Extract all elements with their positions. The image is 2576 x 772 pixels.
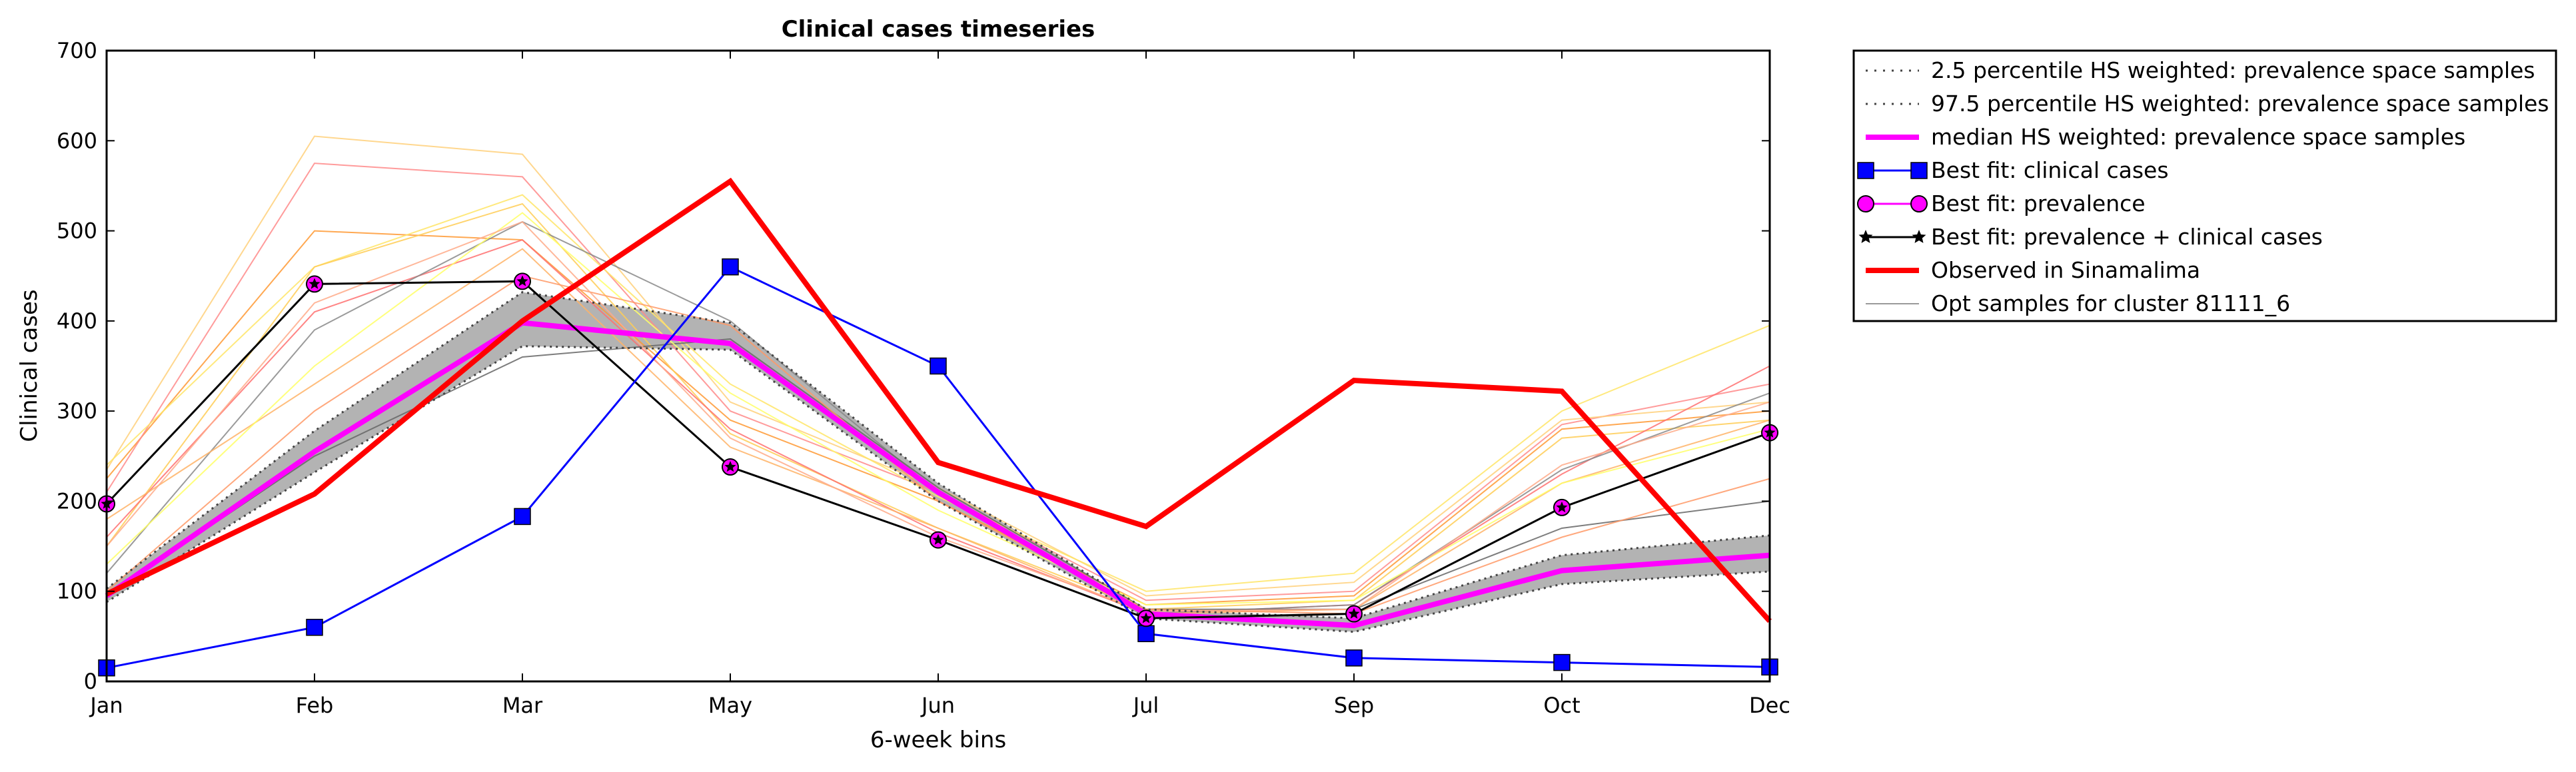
x-tick-label: Jul [1132,693,1159,718]
opt-sample-line-4 [106,194,1770,592]
best-fit-clinical-point [722,258,739,276]
legend-item: Best fit: prevalence + clinical cases [1858,224,2323,250]
legend-item: 2.5 percentile HS weighted: prevalence s… [1866,57,2535,83]
legend-label: 97.5 percentile HS weighted: prevalence … [1931,91,2549,117]
y-tick-label: 500 [57,218,97,244]
legend-marker [1857,162,1874,179]
legend-marker [1910,195,1928,212]
chart-title: Clinical cases timeseries [782,16,1095,43]
legend-item: median HS weighted: prevalence space sam… [1866,124,2465,150]
legend-label: Opt samples for cluster 81111_6 [1931,290,2290,316]
best-fit-combined-point [1556,501,1568,513]
y-tick-label: 300 [57,398,97,424]
legend-item: Best fit: clinical cases [1857,157,2169,183]
best-fit-clinical-point [1345,649,1363,667]
y-tick-label: 600 [57,128,97,153]
x-axis-label: 6-week bins [870,727,1006,753]
percentile-line-2 [106,291,1770,619]
best-fit-combined-point [516,275,528,286]
opt-sample-line-9 [106,248,1770,615]
axes: 0 100 200 300 400 500 600 700 Jan Feb Mar May Jun Jul… [57,38,1790,718]
legend-label: 2.5 percentile HS weighted: prevalence s… [1931,57,2535,83]
y-tick-label: 200 [57,488,97,514]
legend-marker [1910,162,1928,179]
plot-area [98,135,1778,677]
legend-label: Best fit: prevalence + clinical cases [1931,224,2323,250]
y-axis-label: Clinical cases [16,289,43,442]
legend-box [1852,49,2557,322]
x-tick-label: Dec [1749,693,1790,718]
y-tick-label: 0 [84,669,97,694]
legend-marker [1858,230,1873,243]
opt-sample-line-10 [106,212,1770,606]
x-tick-label: Oct [1543,693,1580,718]
best-fit-combined-point [1140,612,1152,623]
opt-sample-line-8 [106,338,1770,610]
y-tick-label: 400 [57,308,97,334]
legend-item: 97.5 percentile HS weighted: prevalence … [1866,91,2549,117]
y-tick-label: 100 [57,579,97,604]
best-fit-clinical-line [106,265,1770,669]
legend-marker [1857,195,1874,212]
legend-item: Best fit: prevalence [1857,191,2146,216]
legend-label: Best fit: clinical cases [1931,157,2169,183]
x-tick-label: May [708,693,752,718]
observed-line [105,177,1772,623]
median-line [105,320,1770,629]
best-fit-clinical-point [514,508,531,526]
best-fit-clinical-point [930,357,947,375]
legend-label: Best fit: prevalence [1931,191,2146,216]
x-tick-label: Jun [920,693,955,718]
best-fit-combined-point [1348,607,1360,619]
legend: 2.5 percentile HS weighted: prevalence s… [1852,49,2557,322]
percentile-line-1 [106,345,1770,633]
legend-item: Observed in Sinamalima [1866,257,2200,283]
legend-item: Opt samples for cluster 81111_6 [1866,290,2290,316]
best-fit-clinical-point [1137,625,1155,643]
legend-label: median HS weighted: prevalence space sam… [1931,124,2465,150]
best-fit-clinical-point [1553,653,1571,671]
best-fit-combined-point [724,461,736,472]
opt-sample-line-11 [106,275,1770,615]
x-tick-label: Sep [1334,693,1374,718]
best-fit-combined-point [309,278,321,289]
legend-label: Observed in Sinamalima [1931,257,2200,283]
x-tick-label: Jan [89,693,123,718]
x-tick-label: Feb [296,693,334,718]
y-tick-label: 700 [57,38,97,63]
best-fit-clinical-point [306,619,323,636]
best-fit-combined-point [932,534,944,545]
x-tick-label: Mar [502,693,543,718]
legend-marker [1912,230,1926,243]
